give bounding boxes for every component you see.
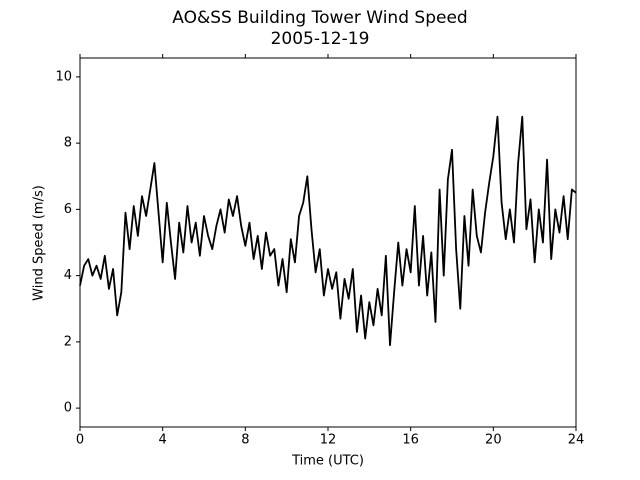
y-tick-label: 2 <box>64 334 72 349</box>
chart-title: AO&SS Building Tower Wind Speed <box>172 8 467 28</box>
x-tick-label: 0 <box>76 433 84 448</box>
x-tick-label: 4 <box>159 433 167 448</box>
x-tick-label: 16 <box>402 433 419 448</box>
y-tick-label: 6 <box>64 202 72 217</box>
x-tick-label: 12 <box>320 433 337 448</box>
y-tick-label: 0 <box>64 401 72 416</box>
y-tick-label: 10 <box>55 69 72 84</box>
x-tick-label: 8 <box>241 433 249 448</box>
line <box>79 115 577 347</box>
chart-subtitle: 2005-12-19 <box>271 29 370 49</box>
y-tick-label: 8 <box>64 136 72 151</box>
y-tick-label: 4 <box>64 268 72 283</box>
y-axis-label: Wind Speed (m/s) <box>32 185 47 301</box>
x-tick-label: 24 <box>568 433 585 448</box>
plot-frame <box>79 57 577 428</box>
x-axis-label: Time (UTC) <box>291 454 364 469</box>
x-tick-label: 20 <box>485 433 502 448</box>
